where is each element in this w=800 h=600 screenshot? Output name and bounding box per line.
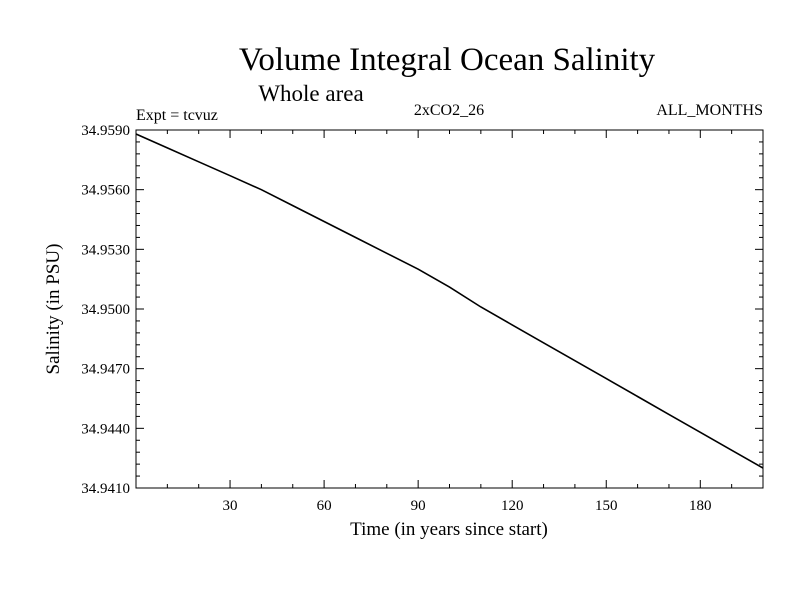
x-tick-label: 30	[223, 498, 238, 514]
chart-title: Volume Integral Ocean Salinity	[239, 42, 656, 78]
y-tick-label: 34.9500	[81, 302, 130, 318]
y-axis-label: Salinity (in PSU)	[43, 244, 64, 375]
y-tick-label: 34.9410	[81, 481, 130, 497]
series-group	[135, 133, 764, 469]
y-tick-label: 34.9440	[81, 421, 130, 437]
y-tick-label: 34.9530	[81, 242, 130, 258]
chart-subtitle: Whole area	[258, 81, 363, 106]
run-label: 2xCO2_26	[414, 102, 484, 119]
x-axis-label: Time (in years since start)	[350, 519, 548, 540]
y-tick-label: 34.9470	[81, 362, 130, 378]
x-tick-label: 60	[317, 498, 332, 514]
x-tick-label: 90	[411, 498, 426, 514]
experiment-label: Expt = tcvuz	[136, 107, 218, 124]
salinity-series-line	[135, 133, 764, 469]
x-tick-label: 180	[689, 498, 712, 514]
axis-ticks	[136, 130, 763, 488]
x-tick-label: 120	[501, 498, 524, 514]
x-tick-label: 150	[595, 498, 618, 514]
y-tick-label: 34.9560	[81, 183, 130, 199]
axis-tick-labels: 30 60 90 120 150 180 34.9410 34.9440 34.9470 34.9…	[81, 123, 711, 514]
y-tick-label: 34.9590	[81, 123, 130, 139]
plot-frame	[135, 129, 764, 489]
period-label: ALL_MONTHS	[656, 102, 763, 119]
